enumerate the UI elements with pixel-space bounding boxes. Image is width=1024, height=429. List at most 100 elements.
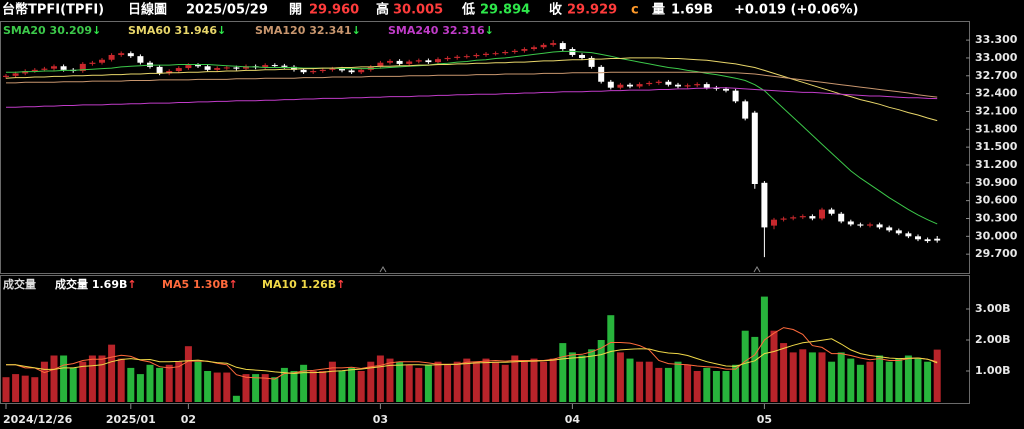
x-tick-label: 05: [757, 413, 772, 426]
volume-bar: [885, 361, 893, 402]
legend-arrow: ↓: [217, 24, 226, 37]
volume-bar: [213, 372, 221, 402]
candle-body: [867, 224, 873, 226]
candle-body: [636, 84, 643, 87]
candle-body: [329, 68, 336, 70]
volume-bar: [511, 355, 519, 402]
candle-body: [607, 81, 614, 88]
legend-entry: SMA120 32.341↓: [255, 24, 361, 37]
candle-body: [838, 213, 845, 222]
y-tick-label: 2.00B: [975, 333, 1011, 346]
candle-body: [886, 227, 893, 231]
candle-body: [185, 65, 192, 69]
sma-line: [6, 87, 938, 108]
candle-body: [387, 60, 393, 63]
candle-body: [214, 68, 221, 70]
volume-bar: [405, 364, 413, 402]
legend-entry: MA10 1.26B↑: [262, 278, 345, 291]
legend-value: 30.209: [50, 24, 92, 37]
legend-name: SMA20: [3, 24, 46, 37]
candle-body: [463, 56, 470, 58]
candle-body: [406, 61, 413, 64]
candle-body: [127, 53, 134, 57]
candle-body: [339, 68, 345, 71]
volume-bar: [597, 340, 605, 402]
candle-body: [924, 239, 931, 242]
volume-bar: [799, 349, 807, 402]
volume-bar: [396, 361, 404, 402]
volume-bar: [309, 371, 317, 402]
volume-bar: [386, 358, 394, 402]
volume-bar: [156, 367, 164, 402]
volume-bar: [520, 361, 528, 402]
marker: [753, 266, 761, 273]
x-tick-label: 03: [373, 413, 388, 426]
candle-body: [550, 43, 557, 45]
volume-bar: [2, 377, 10, 402]
volume-bar: [703, 367, 711, 402]
volume-bar: [204, 371, 212, 402]
legend-value: 31.946: [175, 24, 218, 37]
open-value: 29.960: [309, 3, 359, 18]
volume-bar: [712, 371, 720, 402]
candle-body: [934, 238, 941, 241]
volume-bar: [866, 361, 874, 402]
candle-body: [809, 216, 816, 219]
candle-body: [540, 44, 547, 48]
x-tick-label: 2025/01: [106, 413, 156, 426]
candle-body: [60, 66, 67, 70]
y-tick-label: 30.300: [975, 211, 1018, 224]
candle-body: [761, 182, 768, 228]
volume-bar: [780, 343, 788, 402]
volume-bar: [453, 361, 461, 402]
volume-bar: [136, 374, 144, 402]
candle-body: [425, 60, 432, 63]
volume-bar: [540, 361, 548, 402]
candle-body: [665, 81, 672, 85]
y-tick-label: 31.200: [975, 158, 1018, 171]
legend-value: 32.316: [442, 24, 485, 37]
candle-body: [521, 49, 528, 51]
candle-body: [233, 67, 240, 69]
volume-bar: [21, 375, 29, 402]
volume-label: 量: [652, 3, 665, 18]
change: +0.019 (+0.06%): [734, 3, 858, 18]
volume-bar: [770, 330, 778, 402]
legend-value: 1.30B: [193, 278, 229, 291]
candle-body: [771, 219, 777, 226]
candle-body: [51, 66, 57, 69]
legend-value: 32.341: [309, 24, 351, 37]
volume-bar: [376, 355, 384, 402]
y-tick-label: 1.00B: [975, 364, 1011, 377]
candle-body: [223, 67, 230, 69]
y-tick-label: 32.700: [975, 69, 1018, 82]
date: 2025/05/29: [186, 3, 268, 18]
candle-body: [876, 224, 883, 228]
instrument: 台幣TPFI(TPFI): [2, 2, 104, 18]
volume-bar: [175, 361, 183, 402]
candle-body: [713, 87, 720, 89]
legend-name: MA10: [262, 278, 297, 291]
candle-body: [703, 84, 710, 88]
volume-ma-line: [6, 338, 938, 375]
y-tick-label: 33.000: [975, 51, 1018, 64]
candle-body: [511, 50, 518, 52]
volume-bar: [108, 344, 116, 402]
candle-body: [454, 56, 461, 58]
candle-body: [271, 65, 278, 67]
candle-body: [627, 84, 633, 87]
candle-body: [118, 53, 125, 55]
volume-bar: [261, 374, 269, 402]
volume-bar: [300, 364, 308, 402]
marker: [379, 266, 387, 273]
candle-body: [377, 62, 384, 67]
x-tick-label: 04: [565, 413, 581, 426]
candle-body: [857, 224, 864, 226]
volume-bar: [415, 367, 423, 402]
volume-bar: [348, 367, 356, 402]
volume-bar: [808, 352, 816, 402]
candle-body: [790, 217, 797, 219]
candle-body: [291, 66, 297, 70]
